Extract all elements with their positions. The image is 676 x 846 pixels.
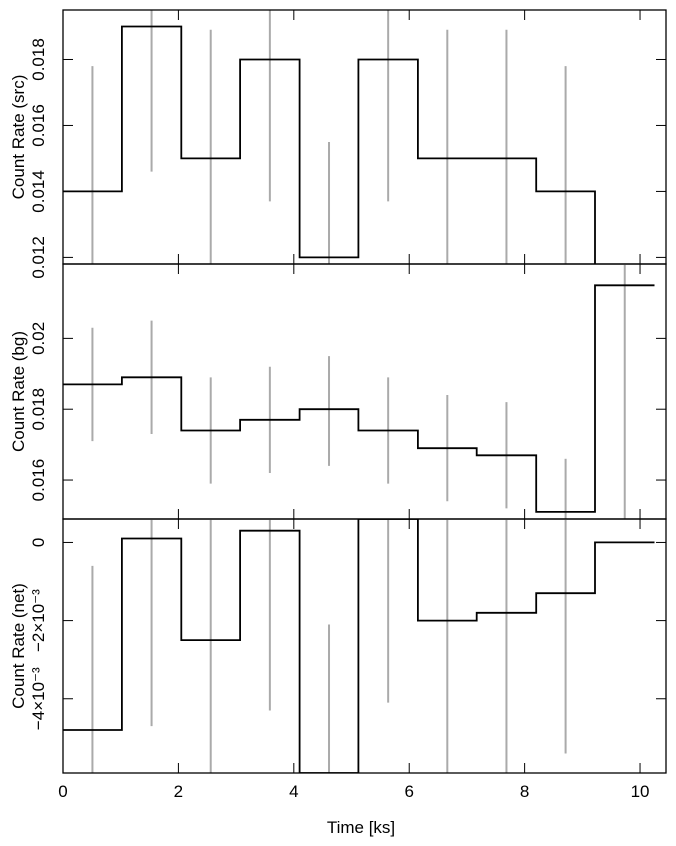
y-tick-label: 0.016	[29, 104, 48, 147]
step-line-series	[63, 519, 655, 773]
step-line-series	[63, 25, 596, 264]
y-axis-label: Count Rate (net)	[9, 583, 28, 709]
x-tick-label: 6	[404, 782, 413, 801]
y-tick-label: 0.02	[29, 322, 48, 355]
y-tick-label: 0.016	[29, 459, 48, 502]
panel-frame	[62, 518, 667, 774]
x-axis-label: Time [ks]	[327, 818, 395, 837]
y-tick-label: 0.018	[29, 38, 48, 81]
panel-3: −4×10⁻³ −2×10⁻³ 0 Count Rate (net)	[9, 518, 667, 774]
x-tick-label: 2	[174, 782, 183, 801]
y-tick-label: 0.014	[29, 170, 48, 213]
x-tick-label: 4	[289, 782, 298, 801]
step-line-series	[63, 284, 655, 513]
x-tick-label: 8	[520, 782, 529, 801]
x-tick-label: 0	[58, 782, 67, 801]
y-tick-label: −4×10⁻³	[29, 667, 48, 730]
y-tick-label: 0.018	[29, 388, 48, 431]
y-tick-label: 0	[29, 538, 48, 547]
panel-frame	[62, 263, 667, 520]
panel-frame	[62, 9, 667, 265]
y-axis-label: Count Rate (bg)	[9, 331, 28, 452]
y-axis-label: Count Rate (src)	[9, 75, 28, 200]
y-tick-label: −2×10⁻³	[29, 589, 48, 652]
x-axis: 0 2 4 6 8 10	[58, 782, 649, 801]
y-tick-label: 0.012	[29, 236, 48, 279]
x-tick-label: 10	[631, 782, 650, 801]
